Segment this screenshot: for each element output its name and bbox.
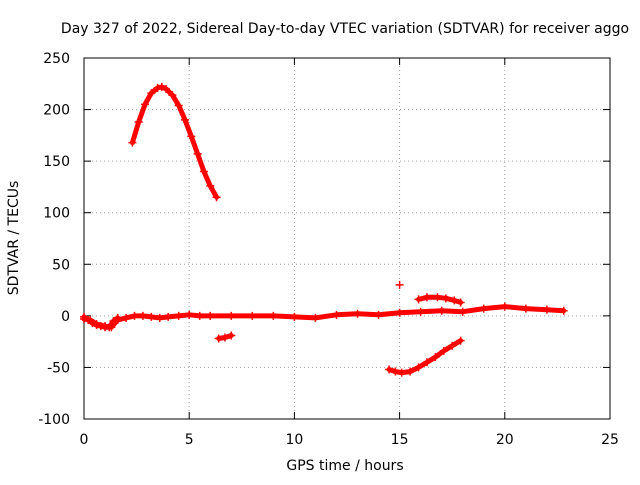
y-tick-label: 100 [43,206,70,222]
data-point [195,311,204,320]
data-point [180,115,189,124]
data-point [153,83,162,92]
data-point [374,310,383,319]
x-tick-label: 20 [496,432,514,448]
y-tick-label: 250 [43,51,70,67]
data-point [185,310,194,319]
data-point [227,331,236,340]
data-point [220,333,229,342]
data-point [290,312,299,321]
data-point [105,323,114,332]
data-point [168,91,177,100]
data-point [138,311,147,320]
data-point [187,132,196,141]
data-point [80,312,88,321]
data-point [559,306,568,315]
data-point [155,313,164,322]
data-point [441,294,450,303]
data-point [395,280,404,289]
y-tick-label: 0 [61,309,70,325]
data-point [130,311,139,320]
data-point [214,334,223,343]
chart-title: Day 327 of 2022, Sidereal Day-to-day VTE… [61,21,629,37]
data-point [433,293,442,302]
data-point [174,101,183,110]
data-point [269,311,278,320]
data-point [84,315,93,324]
data-point [206,181,215,190]
series-trace-baseline [81,304,567,330]
x-tick-label: 15 [391,432,409,448]
data-point [391,367,400,376]
data-point [134,117,143,126]
data-point [416,307,425,316]
y-tick-label: -100 [38,412,70,428]
data-point [422,293,431,302]
data-point [227,311,236,320]
x-tick-label: 5 [185,432,194,448]
data-point [147,89,156,98]
y-tick-label: 50 [52,257,70,273]
data-point [147,312,156,321]
data-point [212,193,221,202]
data-point [395,308,404,317]
data-point [174,311,183,320]
data-point [206,311,215,320]
data-point [92,321,101,330]
data-point [450,296,459,305]
data-point [422,358,431,367]
data-point [162,84,171,93]
data-point [113,313,122,322]
data-point [521,304,530,313]
data-point [414,295,423,304]
data-point [88,319,97,328]
x-tick-label: 25 [601,432,619,448]
data-point [122,313,131,322]
data-point [385,365,394,374]
data-point [164,312,173,321]
data-point [96,322,105,331]
data-point [448,341,457,350]
y-axis-label: SDTVAR / TECUs [6,181,22,296]
data-point [500,302,509,311]
y-tick-label: 150 [43,154,70,170]
data-point [456,298,465,307]
data-point [542,305,551,314]
data-point [458,307,467,316]
data-point [141,100,150,109]
data-point [109,317,118,326]
data-point [193,149,202,158]
data-point [248,311,257,320]
data-point [311,313,320,322]
data-point [414,363,423,372]
tick-labels: 0 5 10 15 20 25 -100 -50 0 50 100 150 200 250 [38,51,619,448]
x-tick-label: 10 [285,432,303,448]
data-point [157,82,166,91]
x-axis-label: GPS time / hours [286,458,403,474]
data-point [431,353,440,362]
plot-frame [83,57,611,420]
data-point [397,368,406,377]
axis-ticks [83,57,611,420]
data-point [437,306,446,315]
y-tick-label: 200 [43,103,70,119]
data-point [199,167,208,176]
data-point [406,367,415,376]
x-tick-label: 0 [80,432,89,448]
data-point [439,346,448,355]
grid-lines [84,58,610,419]
y-tick-label: -50 [47,360,70,376]
data-points [80,82,568,377]
data-point [353,309,362,318]
data-point [128,138,137,147]
data-point [479,304,488,313]
data-point [332,310,341,319]
data-point [456,336,465,345]
